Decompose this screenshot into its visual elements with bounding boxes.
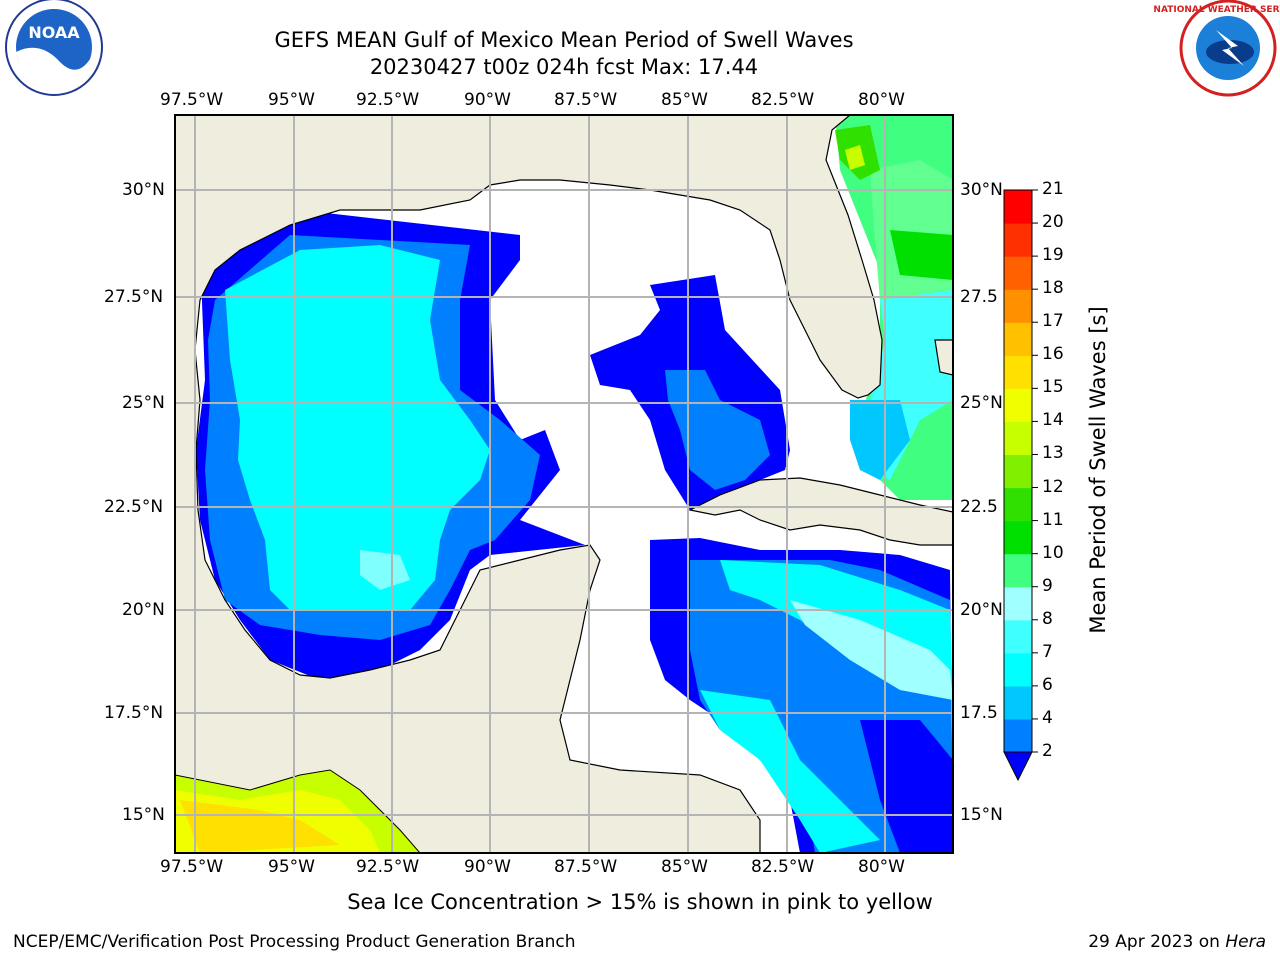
colorbar-segment <box>1004 256 1032 290</box>
lon-label: 85°W <box>661 857 708 877</box>
colorbar-segment <box>1004 190 1032 224</box>
land-masses <box>175 115 953 853</box>
colorbar-segment <box>1004 322 1032 356</box>
footer-credit: NCEP/EMC/Verification Post Processing Pr… <box>13 932 576 952</box>
colorbar-segment <box>1004 553 1032 588</box>
colorbar-tick-label: 10 <box>1042 542 1064 563</box>
colorbar-tick-label: 9 <box>1042 575 1053 596</box>
colorbar-frame <box>1003 189 1033 753</box>
colorbar-tick-label: 2 <box>1042 741 1053 761</box>
lat-label-right: 30°N <box>960 180 1003 200</box>
nws-logo: NATIONAL WEATHER SERVICE <box>1153 0 1280 97</box>
colorbar <box>1003 189 1038 782</box>
colorbar-extension <box>1003 751 1033 782</box>
lat-label-right: 25°N <box>960 393 1003 413</box>
map-frame <box>174 114 954 854</box>
lon-label: 87.5°W <box>554 857 618 877</box>
colorbar-segment <box>1004 487 1032 522</box>
colorbar-tick-label: 14 <box>1042 410 1064 431</box>
svg-text:NATIONAL WEATHER SERVICE: NATIONAL WEATHER SERVICE <box>1153 5 1280 15</box>
lon-label: 90°W <box>464 90 511 110</box>
map-title: GEFS MEAN Gulf of Mexico Mean Period of … <box>274 28 854 52</box>
colorbar-tick-label: 7 <box>1042 641 1053 662</box>
lon-label: 87.5°W <box>554 90 618 110</box>
lon-label: 85°W <box>661 90 708 110</box>
colorbar-segment <box>1004 289 1032 323</box>
colorbar-tick-label: 4 <box>1042 707 1053 728</box>
colorbar-segment <box>1004 685 1032 720</box>
lat-label: 30°N <box>122 180 165 200</box>
colorbar-label: Mean Period of Swell Waves [s] <box>1086 306 1110 634</box>
lat-label: 17.5°N <box>104 703 164 723</box>
lon-label: 97.5°W <box>160 90 224 110</box>
colorbar-tick-label: 12 <box>1042 476 1064 497</box>
lon-label: 95°W <box>268 90 315 110</box>
lon-label: 80°W <box>858 90 905 110</box>
lat-label-right: 27.5 <box>960 287 998 307</box>
colorbar-tick-label: 18 <box>1042 278 1064 299</box>
lon-label: 90°W <box>464 857 511 877</box>
sea-ice-note: Sea Ice Concentration > 15% is shown in … <box>347 890 933 914</box>
colorbar-segment <box>1004 388 1032 423</box>
lat-label: 27.5°N <box>104 287 164 307</box>
colorbar-segment <box>1004 454 1032 489</box>
lat-label-right: 15°N <box>960 805 1003 825</box>
colorbar-tick-label: 17 <box>1042 311 1064 332</box>
swell-field-central-gulf <box>590 275 790 510</box>
colorbar-segment <box>1004 520 1032 555</box>
colorbar-segment <box>1004 223 1032 257</box>
lon-label: 92.5°W <box>356 857 420 877</box>
colorbar-segment <box>1004 586 1032 621</box>
map-subtitle: 20230427 t00z 024h fcst Max: 17.44 <box>369 55 759 79</box>
svg-text:NOAA: NOAA <box>28 23 80 42</box>
graticule <box>175 115 953 853</box>
lon-label: 80°W <box>858 857 905 877</box>
colorbar-tick-label: 15 <box>1042 377 1064 398</box>
lon-label: 92.5°W <box>356 90 420 110</box>
lat-label-right: 22.5 <box>960 497 998 517</box>
colorbar-segment <box>1004 718 1032 753</box>
colorbar-tick-label: 16 <box>1042 344 1064 365</box>
colorbar-tick-label: 21 <box>1042 179 1064 199</box>
swell-field-caribbean <box>650 538 953 853</box>
lon-label: 82.5°W <box>751 857 815 877</box>
lat-label-right: 17.5 <box>960 703 998 723</box>
colorbar-tick-label: 6 <box>1042 674 1053 695</box>
pacific-ice-field <box>175 769 421 853</box>
lon-label: 97.5°W <box>160 857 224 877</box>
lat-label: 15°N <box>122 805 165 825</box>
noaa-logo: NOAA <box>5 0 103 96</box>
footer-date: 29 Apr 2023 on Hera <box>1088 932 1266 952</box>
lat-label: 20°N <box>122 600 165 620</box>
colorbar-tick-label: 19 <box>1042 245 1064 266</box>
colorbar-tick-label: 13 <box>1042 443 1064 464</box>
colorbar-tick-label: 20 <box>1042 212 1064 233</box>
lat-label: 25°N <box>122 393 165 413</box>
lat-label-right: 20°N <box>960 600 1003 620</box>
colorbar-segment <box>1004 619 1032 654</box>
colorbar-tick-label: 11 <box>1042 509 1064 530</box>
footer-host: Hera <box>1225 932 1266 952</box>
colorbar-tick-label: 8 <box>1042 608 1053 629</box>
colorbar-segment <box>1004 421 1032 456</box>
colorbar-segment <box>1004 355 1032 389</box>
lon-label: 95°W <box>268 857 315 877</box>
lat-label: 22.5°N <box>104 497 164 517</box>
colorbar-segment <box>1004 652 1032 687</box>
lon-label: 82.5°W <box>751 90 815 110</box>
